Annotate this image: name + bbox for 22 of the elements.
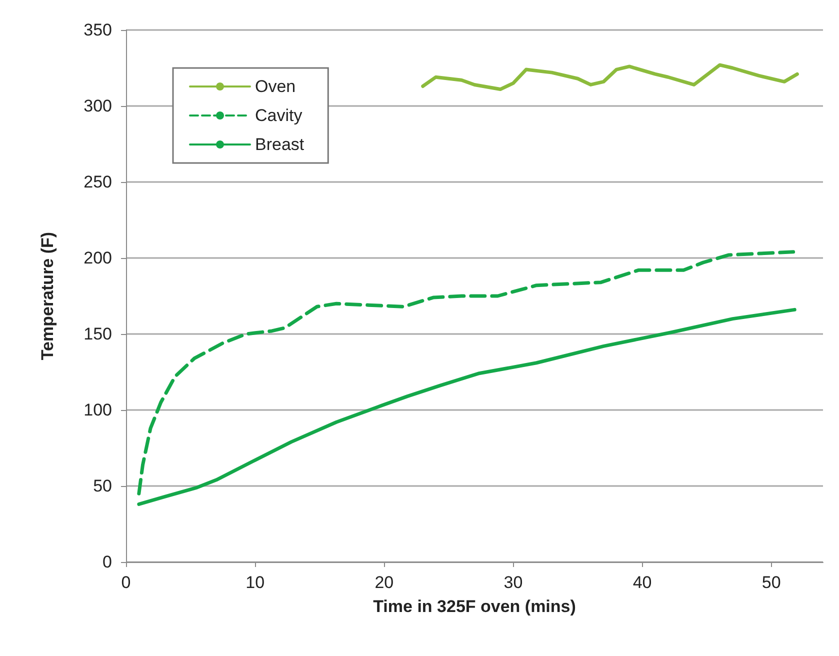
x-tick-label: 50 <box>762 573 781 592</box>
legend-label: Cavity <box>255 106 303 125</box>
x-tick-label: 40 <box>632 573 652 592</box>
y-tick-label: 50 <box>93 476 112 496</box>
x-tick-label: 0 <box>121 573 131 592</box>
y-tick-label: 300 <box>84 96 112 116</box>
x-tick-label: 10 <box>246 573 265 592</box>
x-tick-label: 30 <box>504 573 523 592</box>
y-tick-label: 100 <box>84 400 112 420</box>
legend-label: Oven <box>255 77 296 96</box>
x-axis-title: Time in 325F oven (mins) <box>373 597 576 616</box>
y-tick-label: 250 <box>84 172 112 192</box>
line-series <box>137 250 796 496</box>
x-tick-label: 20 <box>374 573 394 592</box>
y-axis-title: Temperature (F) <box>38 232 57 360</box>
y-tick-label: 0 <box>102 552 112 572</box>
line-series <box>421 63 799 92</box>
legend-label: Breast <box>255 135 304 154</box>
y-tick-label: 200 <box>84 248 112 268</box>
y-tick-label: 150 <box>84 324 112 344</box>
y-tick-label: 350 <box>84 20 112 40</box>
line-series <box>137 308 796 506</box>
